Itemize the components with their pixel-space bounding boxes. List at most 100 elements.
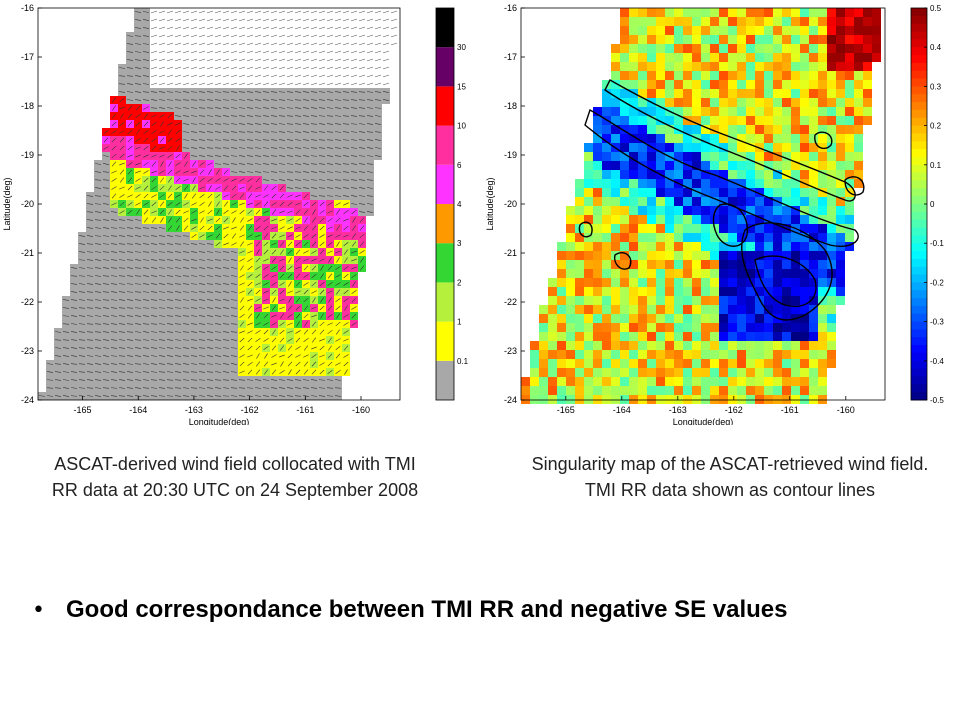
singularity-cell: [755, 395, 764, 404]
wind-vector: [111, 113, 117, 119]
wind-vector: [207, 331, 213, 333]
singularity-cell: [665, 125, 674, 134]
singularity-cell: [827, 215, 836, 224]
singularity-cell: [755, 332, 764, 341]
singularity-cell: [791, 305, 800, 314]
singularity-cell: [647, 278, 656, 287]
wind-vector: [158, 74, 166, 78]
singularity-cells: [521, 8, 881, 404]
wind-vector: [311, 361, 317, 367]
singularity-cell: [818, 188, 827, 197]
singularity-cell: [818, 53, 827, 62]
singularity-cell: [647, 53, 656, 62]
singularity-cell: [710, 53, 719, 62]
singularity-cell: [683, 188, 692, 197]
wind-vector: [343, 187, 349, 189]
wind-vector: [336, 241, 340, 247]
singularity-cell: [854, 89, 863, 98]
singularity-cell: [611, 341, 620, 350]
singularity-cell: [737, 341, 746, 350]
singularity-cell: [710, 287, 719, 296]
singularity-cell: [701, 179, 710, 188]
singularity-cell: [620, 269, 629, 278]
wind-vector: [238, 115, 246, 117]
wind-vector: [286, 10, 294, 14]
singularity-cell: [818, 89, 827, 98]
wind-vector: [175, 338, 181, 342]
wind-vector: [287, 234, 293, 238]
wind-vector: [231, 122, 237, 126]
wind-vector: [351, 313, 357, 319]
wind-vector: [167, 154, 173, 158]
singularity-cell: [755, 251, 764, 260]
wind-vector: [350, 10, 358, 14]
singularity-cell: [557, 260, 566, 269]
singularity-cell: [818, 143, 827, 152]
singularity-cell: [530, 377, 539, 386]
singularity-cell: [575, 197, 584, 206]
wind-vector: [118, 243, 126, 245]
singularity-cell: [728, 170, 737, 179]
wind-vector: [263, 107, 269, 109]
singularity-cell: [701, 260, 710, 269]
wind-vector: [103, 306, 109, 310]
singularity-cell: [809, 242, 818, 251]
singularity-cell: [764, 341, 773, 350]
singularity-cell: [647, 62, 656, 71]
singularity-cell: [728, 71, 737, 80]
singularity-cell: [593, 386, 602, 395]
singularity-cell: [800, 278, 809, 287]
singularity-cell: [755, 287, 764, 296]
singularity-cell: [737, 80, 746, 89]
wind-vector: [374, 91, 382, 93]
wind-vector: [150, 91, 158, 93]
singularity-cell: [710, 341, 719, 350]
wind-vector: [143, 267, 149, 269]
singularity-colorbar-step: [911, 227, 927, 236]
wind-vector: [246, 139, 254, 141]
wind-vector: [286, 91, 294, 93]
wind-colorbar-segment: [436, 47, 454, 87]
wind-vector: [278, 50, 286, 54]
singularity-cell: [656, 80, 665, 89]
singularity-cell: [764, 62, 773, 71]
wind-vector: [335, 338, 341, 342]
wind-vector: [343, 106, 349, 110]
wind-vector: [70, 371, 78, 373]
wind-vector: [126, 291, 134, 293]
singularity-cell: [575, 305, 584, 314]
wind-vector: [279, 218, 285, 222]
singularity-cell: [611, 278, 620, 287]
wind-vector: [135, 315, 141, 317]
wind-vector: [94, 171, 102, 173]
singularity-cell: [773, 269, 782, 278]
wind-vector: [295, 290, 301, 294]
singularity-cell: [539, 350, 548, 359]
wind-vector: [70, 363, 78, 365]
wind-vector: [287, 386, 293, 390]
wind-vector: [247, 273, 253, 279]
wind-vector: [120, 113, 124, 119]
singularity-cell: [683, 323, 692, 332]
wind-vector: [118, 371, 126, 373]
wind-vector: [374, 10, 382, 14]
rain-contour-line: [578, 221, 593, 238]
singularity-cell: [683, 116, 692, 125]
wind-vector: [199, 354, 205, 358]
wind-vector: [262, 18, 270, 22]
wind-vector: [287, 379, 293, 381]
singularity-cell: [548, 296, 557, 305]
wind-vector: [270, 91, 278, 93]
singularity-cell: [701, 8, 710, 17]
singularity-cell: [692, 80, 701, 89]
wind-vector: [343, 241, 349, 247]
singularity-cell: [566, 278, 575, 287]
singularity-cell: [800, 341, 809, 350]
wind-vector: [351, 163, 357, 165]
wind-vector: [127, 339, 133, 341]
singularity-cell: [629, 17, 638, 26]
wind-vector: [63, 387, 69, 389]
singularity-cell: [809, 35, 818, 44]
singularity-cell: [764, 224, 773, 233]
singularity-cell: [692, 251, 701, 260]
